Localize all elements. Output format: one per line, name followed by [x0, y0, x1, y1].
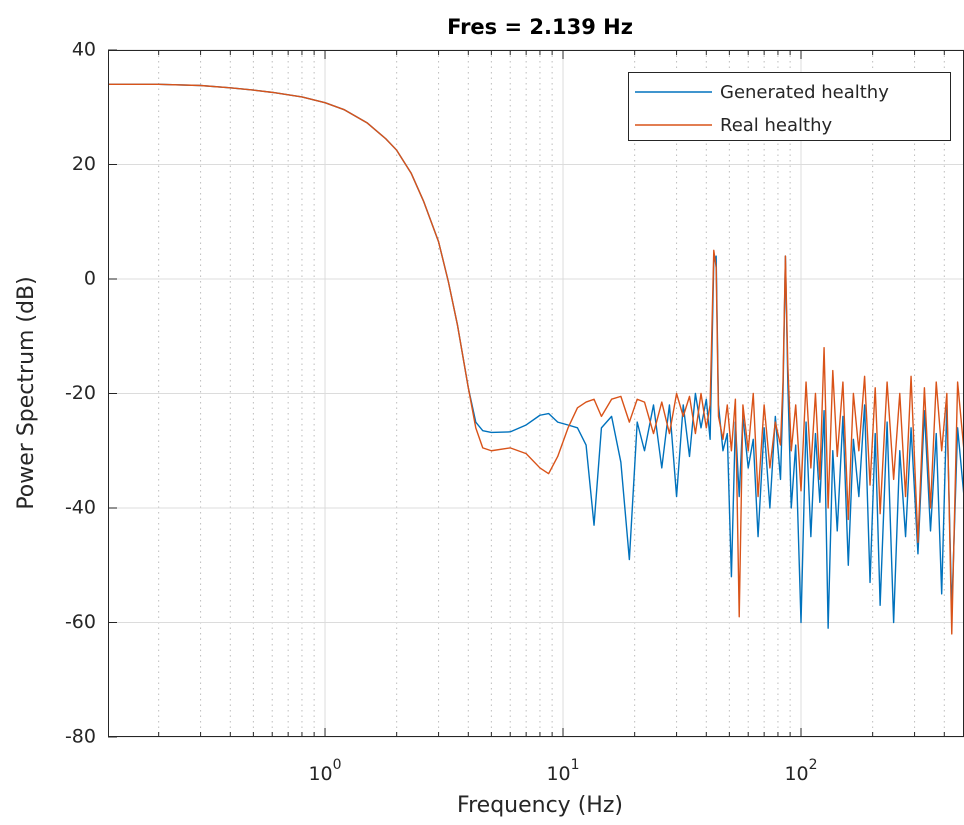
lines — [108, 83, 964, 635]
y-tick-label: -20 — [65, 382, 96, 404]
x-tick-exponent: 0 — [333, 757, 342, 773]
x-tick-label: 101 — [546, 757, 579, 785]
y-tick-label: -80 — [65, 726, 96, 748]
y-tick-label: -60 — [65, 611, 96, 633]
x-tick-exponent: 2 — [809, 757, 818, 773]
y-tick-label: 0 — [84, 268, 96, 290]
x-tick-base: 10 — [546, 763, 570, 785]
x-tick-base: 10 — [308, 763, 332, 785]
y-axis-label: Power Spectrum (dB) — [14, 276, 39, 509]
y-tick-label: 40 — [72, 39, 96, 61]
y-tick-label: 20 — [72, 153, 96, 175]
legend-box — [628, 72, 951, 141]
series-line — [108, 83, 964, 635]
x-tick-label: 100 — [308, 757, 341, 785]
x-tick-label: 102 — [784, 757, 817, 785]
x-tick-exponent: 1 — [571, 757, 580, 773]
legend-label: Generated healthy — [720, 82, 889, 103]
x-axis-label: Frequency (Hz) — [457, 793, 623, 818]
legend-label: Real healthy — [720, 115, 833, 136]
x-tick-base: 10 — [784, 763, 808, 785]
chart-title: Fres = 2.139 Hz — [447, 15, 633, 39]
y-tick-label: -40 — [65, 497, 96, 519]
legend: Generated healthy Real healthy — [628, 72, 951, 141]
